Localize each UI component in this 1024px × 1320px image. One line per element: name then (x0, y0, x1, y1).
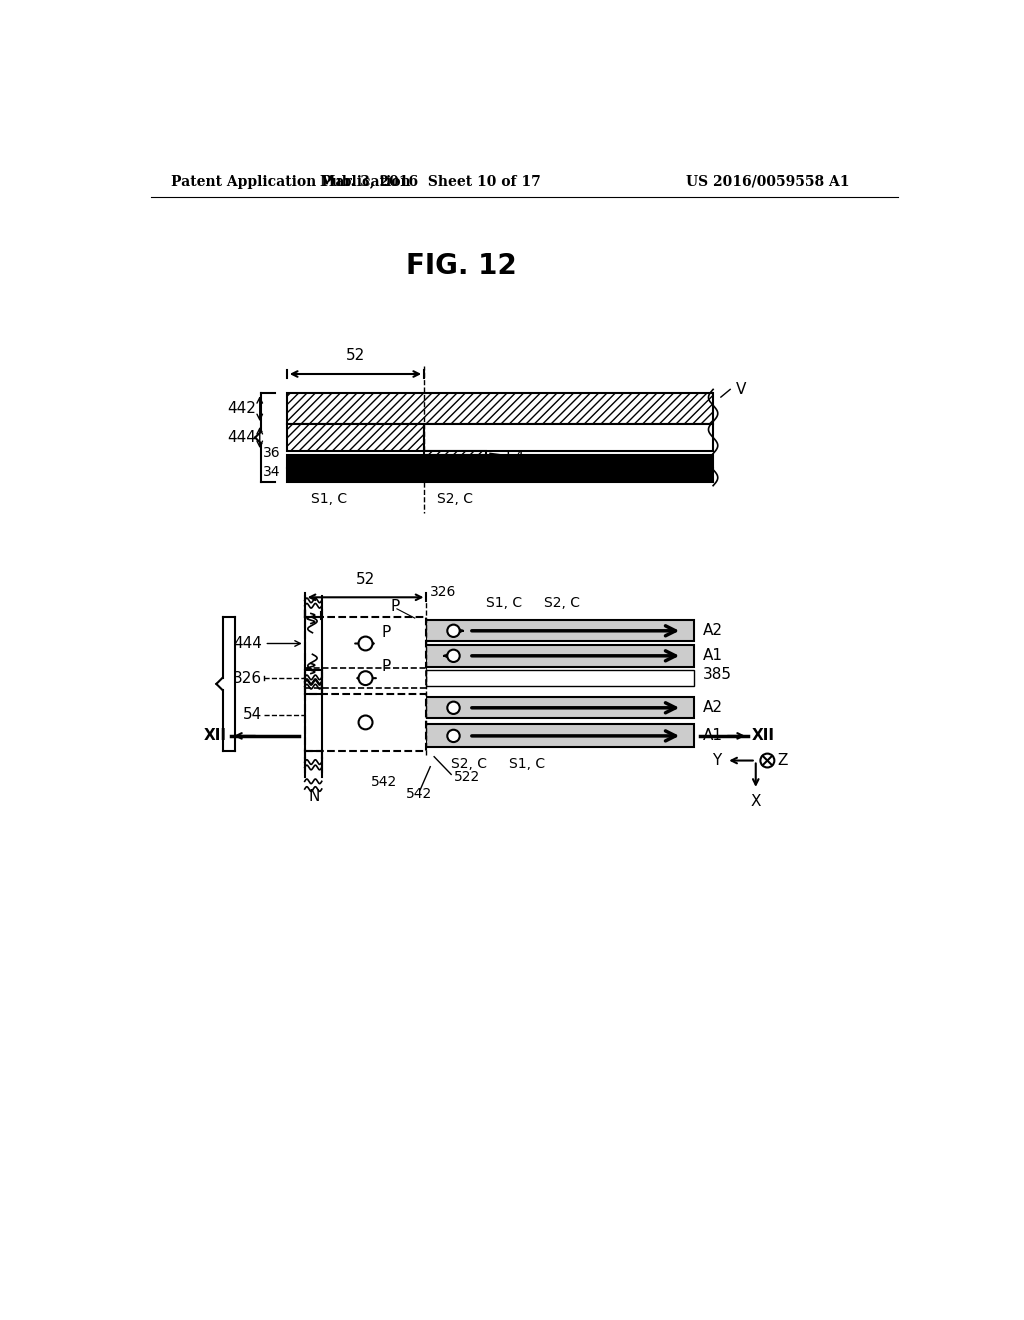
Text: XII: XII (752, 729, 775, 743)
Bar (305, 694, 426, 751)
Text: S2, C: S2, C (437, 492, 473, 506)
Text: Z: Z (777, 752, 787, 768)
Text: Mar. 3, 2016  Sheet 10 of 17: Mar. 3, 2016 Sheet 10 of 17 (319, 174, 541, 189)
Text: 522: 522 (454, 770, 480, 784)
Bar (287, 424, 424, 451)
Text: 385: 385 (703, 667, 732, 682)
Text: S2, C: S2, C (544, 597, 580, 610)
Text: FIG. 12: FIG. 12 (406, 252, 517, 280)
Text: 442: 442 (227, 401, 256, 416)
Circle shape (447, 730, 460, 742)
Text: 444: 444 (227, 430, 256, 445)
Text: XII: XII (204, 729, 227, 743)
Text: A2: A2 (703, 701, 723, 715)
Text: S2, C: S2, C (451, 758, 487, 771)
Circle shape (358, 636, 373, 651)
Text: US 2016/0059558 A1: US 2016/0059558 A1 (686, 174, 850, 189)
Text: X: X (751, 795, 761, 809)
Text: A1: A1 (703, 648, 723, 664)
Bar (426, 697, 693, 718)
Bar (305, 668, 426, 688)
Text: 36: 36 (263, 446, 281, 461)
Text: 542: 542 (406, 787, 432, 801)
Circle shape (447, 624, 460, 638)
Text: S1, C: S1, C (311, 492, 347, 506)
Bar (287, 469, 713, 482)
Circle shape (447, 702, 460, 714)
Bar (287, 393, 713, 424)
Circle shape (358, 672, 373, 685)
Text: Y: Y (713, 752, 722, 768)
Text: S1, C: S1, C (485, 597, 522, 610)
Bar (424, 451, 486, 455)
Text: 54: 54 (243, 708, 262, 722)
Text: Patent Application Publication: Patent Application Publication (171, 174, 411, 189)
Bar (426, 671, 693, 686)
Bar (305, 618, 426, 669)
Text: S1, C: S1, C (509, 758, 545, 771)
Bar (426, 725, 693, 747)
Circle shape (358, 715, 373, 730)
Bar (287, 455, 713, 469)
Text: 444: 444 (233, 636, 262, 651)
Text: P: P (391, 599, 400, 614)
Text: 326: 326 (232, 671, 262, 685)
Text: 54: 54 (506, 450, 524, 465)
Text: A1: A1 (703, 729, 723, 743)
Text: V: V (736, 381, 746, 397)
Bar (424, 424, 713, 451)
Text: 542: 542 (371, 775, 397, 789)
Text: A2: A2 (703, 623, 723, 639)
Text: 52: 52 (356, 573, 375, 587)
Text: 326: 326 (430, 585, 457, 599)
Circle shape (447, 649, 460, 663)
Bar (426, 620, 693, 642)
Text: P: P (382, 624, 391, 640)
Bar (426, 645, 693, 667)
Text: 34: 34 (263, 466, 281, 479)
Text: 52: 52 (346, 348, 366, 363)
Text: P: P (382, 659, 391, 675)
Text: N: N (308, 789, 319, 804)
